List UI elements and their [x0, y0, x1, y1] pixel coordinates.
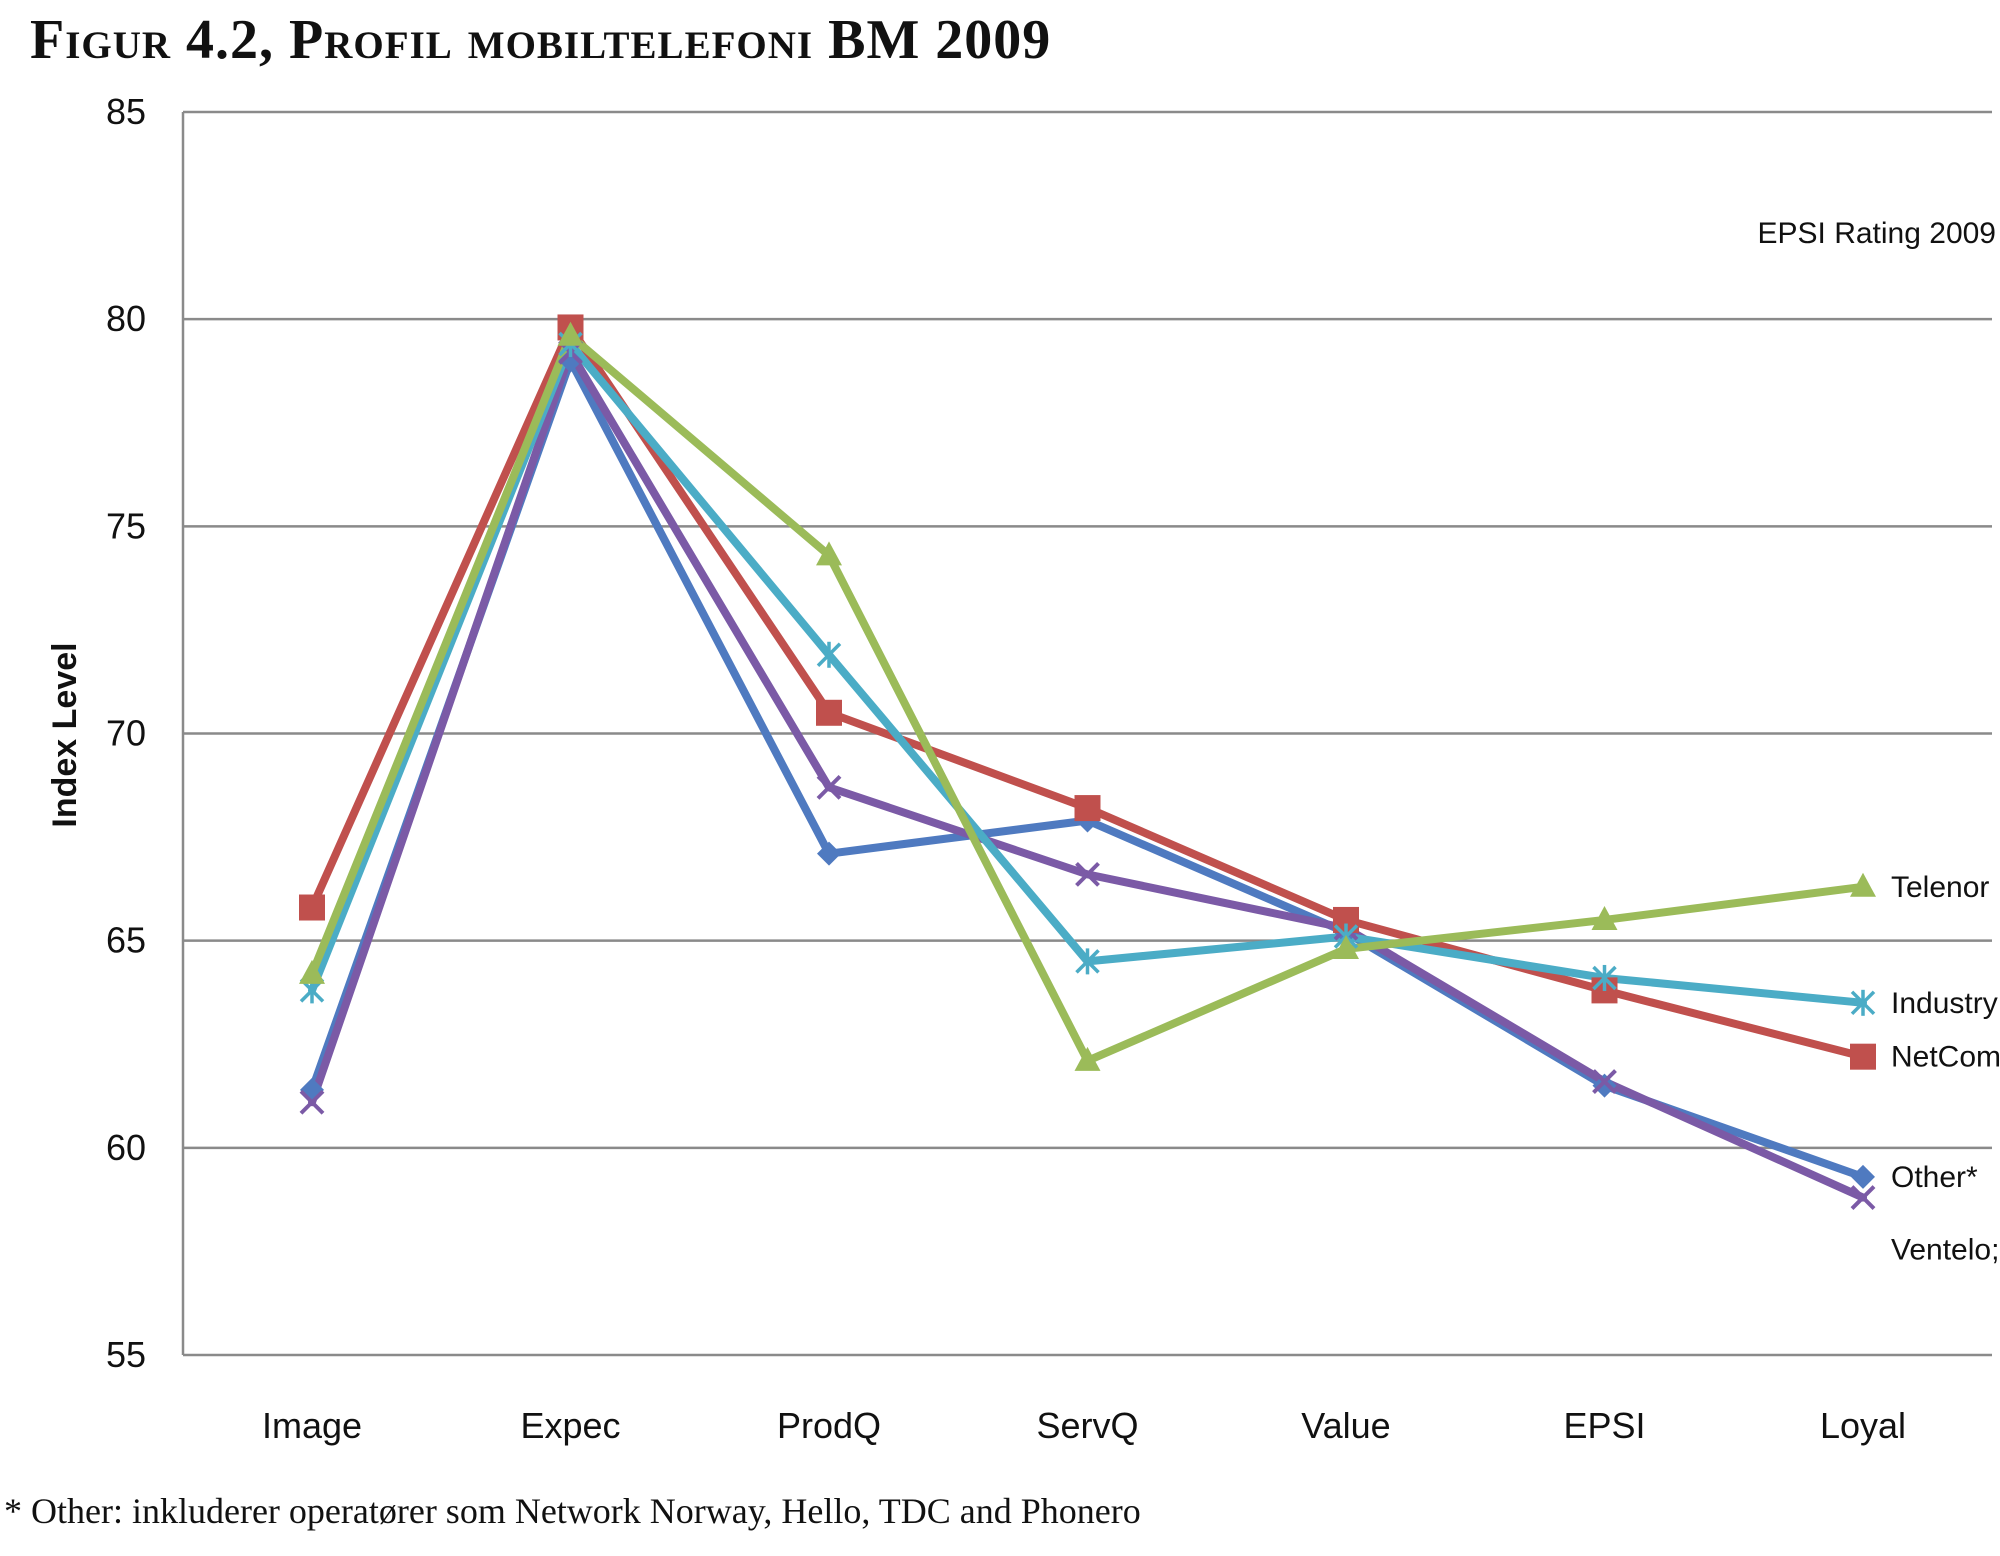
- data-point: [557, 321, 584, 346]
- data-point: [1592, 964, 1617, 991]
- y-tick-label: 75: [106, 505, 146, 546]
- data-point: [558, 348, 583, 373]
- footnote: * Other: inkluderer operatører som Netwo…: [4, 1491, 1141, 1531]
- data-point: [816, 541, 842, 566]
- gridlines: [181, 110, 1992, 1357]
- data-point: [299, 1089, 325, 1115]
- series-label: Ventelo;: [1891, 1234, 1999, 1267]
- data-point: [816, 774, 842, 800]
- y-tick-label: 70: [106, 713, 146, 754]
- x-tick-label: Value: [1301, 1405, 1390, 1446]
- data-point: [816, 641, 842, 668]
- x-tick-label: EPSI: [1563, 1405, 1645, 1446]
- series-markers: [299, 314, 1876, 1210]
- data-point: [1333, 934, 1359, 959]
- data-point: [1074, 795, 1101, 822]
- y-tick-label: 85: [106, 91, 146, 132]
- data-point: [816, 699, 842, 726]
- series-labels: Other* Ventelo; NetCom Industry Telenor: [1891, 871, 2000, 1267]
- data-point: [1850, 1043, 1876, 1070]
- data-point: [817, 841, 841, 866]
- x-tick-label: Expec: [520, 1405, 620, 1446]
- data-point: [299, 894, 325, 921]
- y-tick-labels: 55 60 65 70 75 80 85: [106, 91, 146, 1375]
- x-tick-label: Image: [262, 1405, 362, 1446]
- y-tick-label: 55: [106, 1334, 146, 1375]
- data-point: [1850, 872, 1876, 897]
- x-category-labels: Image Expec ProdQ ServQ Value EPSI Loyal: [262, 1405, 1906, 1446]
- x-tick-label: ServQ: [1036, 1405, 1138, 1446]
- data-point: [1591, 905, 1618, 930]
- series-label: Industry: [1891, 987, 1998, 1020]
- series-label: Telenor: [1891, 871, 1989, 904]
- x-tick-label: ProdQ: [777, 1405, 881, 1446]
- data-point: [1850, 989, 1876, 1016]
- chart-title: Figur 4.2, Profil mobiltelefoni BM 2009: [30, 9, 1052, 71]
- data-point: [1075, 861, 1100, 887]
- data-point: [299, 959, 325, 984]
- data-point: [1075, 948, 1100, 975]
- data-point: [1592, 1073, 1617, 1098]
- data-point: [1592, 1069, 1617, 1094]
- y-axis-label: Index Level: [46, 642, 84, 827]
- data-point: [1851, 1164, 1875, 1189]
- data-point: [1850, 1185, 1876, 1210]
- series-label: Other*: [1891, 1161, 1978, 1194]
- data-point: [1074, 1046, 1101, 1071]
- x-tick-label: Loyal: [1820, 1405, 1906, 1446]
- chart-annotation: EPSI Rating 2009: [1758, 217, 1997, 250]
- series-label: NetCom: [1891, 1041, 2000, 1074]
- y-tick-label: 60: [106, 1127, 146, 1168]
- y-tick-label: 80: [106, 298, 146, 339]
- y-tick-label: 65: [106, 920, 146, 961]
